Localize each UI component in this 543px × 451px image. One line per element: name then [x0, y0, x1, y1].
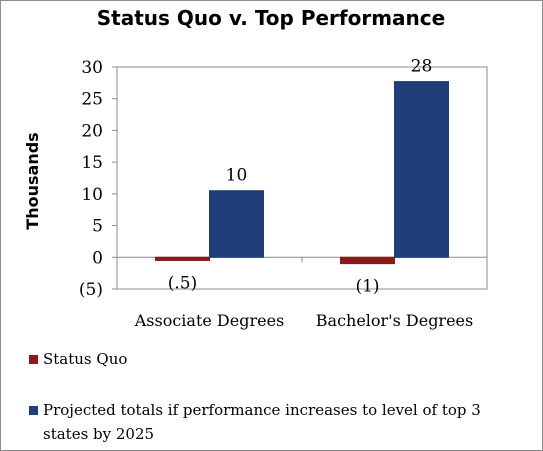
bar-status-quo-0	[155, 256, 210, 261]
y-axis-label: Thousands	[23, 132, 42, 229]
x-category-label: Bachelor's Degrees	[316, 311, 473, 330]
legend: Status Quo Projected totals if performan…	[29, 350, 481, 443]
x-category-label: Associate Degrees	[134, 311, 285, 330]
y-tick-label: 20	[81, 121, 103, 141]
plot-area: 30 25 20 15 10 5 0 (5) (.5) (1) 10 28 Associate Degr…	[79, 57, 488, 330]
legend-label-projected-line1: Projected totals if performance increase…	[43, 401, 481, 419]
legend-label-projected-line2: states by 2025	[43, 425, 154, 443]
legend-swatch-status-quo	[29, 355, 38, 364]
legend-swatch-projected	[29, 406, 38, 415]
legend-label-status-quo: Status Quo	[43, 350, 127, 368]
plot-border	[116, 66, 488, 290]
chart-title: Status Quo v. Top Performance	[97, 6, 445, 30]
data-label: 28	[411, 57, 433, 77]
bar-projected-1	[394, 81, 449, 258]
y-tick-label: 25	[81, 90, 103, 110]
y-tick-label: 15	[81, 153, 103, 173]
y-tick-label: (5)	[79, 280, 103, 300]
y-tick-label: 30	[81, 58, 103, 78]
y-tick-label: 10	[81, 185, 103, 205]
bar-projected-0	[209, 190, 264, 258]
data-label: (.5)	[168, 273, 197, 293]
bar-status-quo-1	[340, 256, 395, 265]
data-label: 10	[226, 166, 248, 186]
y-tick-label: 0	[92, 248, 103, 268]
y-tick-label: 5	[92, 217, 103, 237]
data-label: (1)	[355, 277, 379, 297]
